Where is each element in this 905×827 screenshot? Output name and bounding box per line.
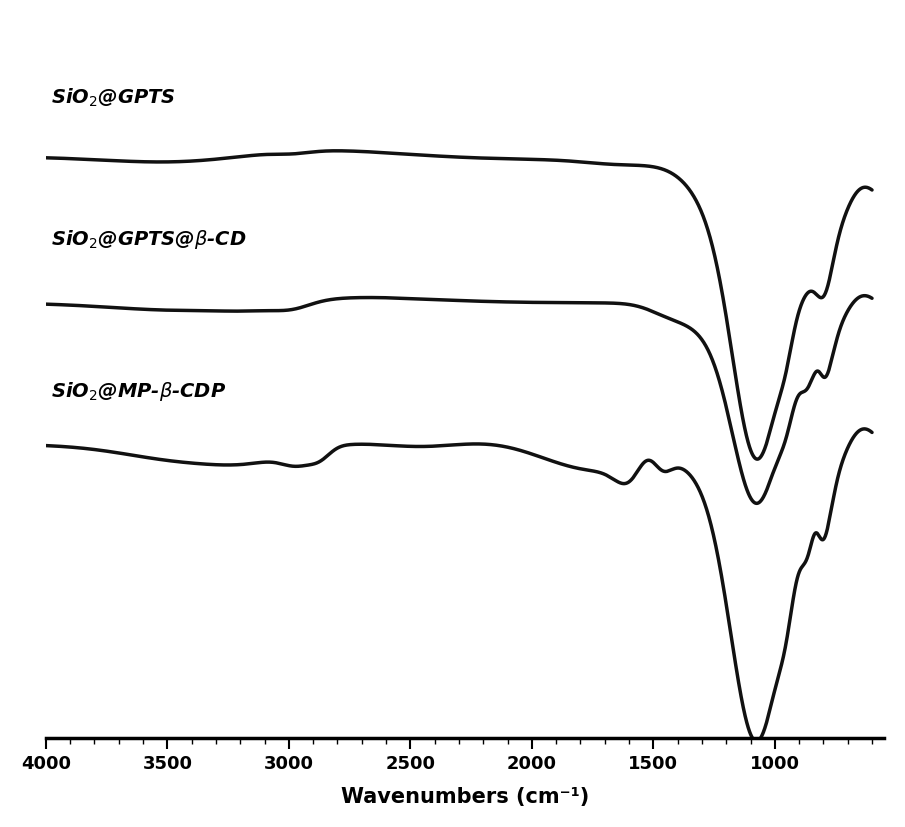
Text: SiO$_2$@MP-$\beta$-CDP: SiO$_2$@MP-$\beta$-CDP bbox=[51, 380, 225, 403]
Text: SiO$_2$@GPTS@$\beta$-CD: SiO$_2$@GPTS@$\beta$-CD bbox=[51, 227, 246, 251]
X-axis label: Wavenumbers (cm⁻¹): Wavenumbers (cm⁻¹) bbox=[341, 786, 589, 806]
Text: SiO$_2$@GPTS: SiO$_2$@GPTS bbox=[51, 87, 176, 108]
